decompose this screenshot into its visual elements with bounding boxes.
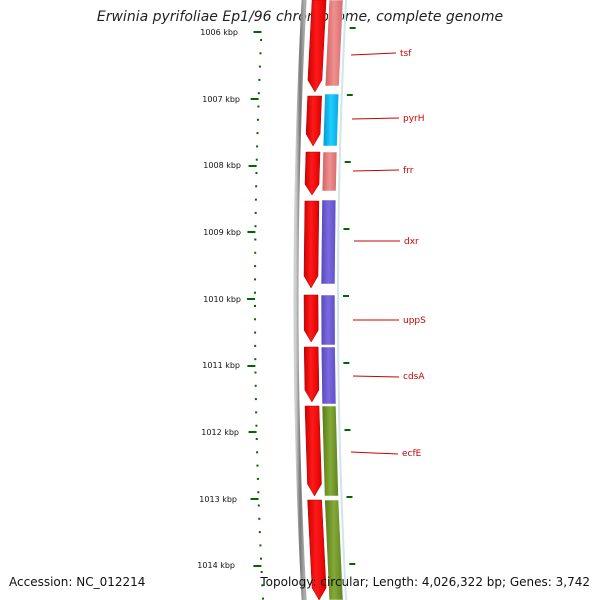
outer-strip [336, 0, 348, 600]
scale-label: 1011 kbp [202, 361, 240, 370]
minor-tick [254, 305, 257, 307]
minor-tick [255, 158, 258, 161]
minor-tick [261, 584, 264, 587]
gene-category-block [321, 151, 338, 192]
topology-text: Topology: circular; Length: 4,026,322 bp… [260, 575, 590, 589]
cds-arrow [304, 405, 322, 497]
scale-label: 1007 kbp [202, 95, 240, 104]
scale-ticks [247, 27, 356, 600]
minor-tick [256, 477, 259, 480]
minor-tick [255, 172, 258, 174]
gene-label-ecfE: ecfE [350, 449, 422, 459]
minor-tick [258, 78, 261, 81]
cds-arrow [307, 499, 327, 600]
scale-label: 1008 kbp [203, 161, 241, 170]
svg-text:dxr: dxr [404, 237, 419, 247]
minor-tick [256, 118, 259, 121]
backbone-ring [293, 0, 307, 600]
minor-tick [257, 105, 260, 108]
minor-tick [254, 291, 257, 294]
gene-category-block [324, 0, 344, 87]
accession-text: Accession: NC_012214 [9, 575, 146, 589]
minor-tick [254, 331, 257, 334]
scale-label: 1006 kbp [200, 28, 238, 37]
gene-category-track [320, 0, 348, 600]
minor-tick [260, 557, 263, 560]
minor-tick [254, 211, 257, 214]
cds-arrow [303, 200, 320, 289]
scale-label: 1009 kbp [203, 228, 241, 237]
svg-text:tsf: tsf [400, 49, 412, 59]
gene-label-dxr: dxr [354, 237, 419, 247]
cds-arrow [303, 346, 320, 403]
minor-tick [254, 265, 257, 268]
scale-label: 1010 kbp [203, 295, 241, 304]
svg-text:ecfE: ecfE [402, 449, 422, 459]
minor-tick [258, 517, 261, 520]
scale-label: 1012 kbp [201, 428, 239, 437]
gene-category-block [320, 199, 337, 285]
minor-tick [254, 358, 257, 361]
cds-arrow [307, 0, 327, 93]
cds-arrow [304, 151, 321, 196]
gene-label-tsf: tsf [350, 49, 412, 59]
minor-tick [254, 198, 257, 201]
minor-tick [254, 278, 257, 281]
gene-label-pyrH: pyrH [351, 114, 425, 124]
svg-text:pyrH: pyrH [403, 114, 425, 124]
minor-tick [254, 398, 257, 401]
minor-tick [259, 52, 262, 55]
minor-tick [254, 384, 257, 387]
minor-tick [255, 438, 258, 440]
minor-tick [256, 145, 259, 148]
map-title: Erwinia pyrifoliae Ep1/96 chromosome, co… [96, 9, 504, 25]
minor-tick [254, 225, 257, 228]
cds-arrow [305, 95, 322, 147]
minor-tick [257, 504, 260, 507]
minor-tick [255, 411, 258, 414]
gene-category-block [320, 294, 336, 346]
scale-labels: 1006 kbp 1007 kbp 1008 kbp 1009 kbp 1010… [197, 28, 241, 570]
minor-tick [262, 597, 265, 600]
gene-category-block [322, 93, 340, 147]
svg-text:frr: frr [403, 166, 414, 176]
minor-tick [254, 371, 257, 374]
minor-tick [256, 451, 259, 454]
minor-tick [259, 544, 262, 547]
minor-tick [255, 424, 258, 427]
minor-tick [256, 464, 259, 467]
minor-tick [254, 318, 257, 321]
minor-tick [260, 39, 263, 41]
gene-label-frr: frr [352, 166, 414, 176]
scale-label: 1013 kbp [199, 495, 237, 504]
minor-tick [254, 251, 257, 254]
gene-category-block [324, 499, 344, 600]
minor-tick [255, 185, 258, 188]
gene-category-block [321, 405, 339, 497]
minor-tick [254, 238, 257, 241]
cds-arrow [303, 294, 319, 343]
scale-label: 1014 kbp [197, 561, 235, 570]
minor-tick [257, 491, 260, 494]
minor-tick [258, 531, 261, 534]
minor-tick [260, 571, 263, 573]
gene-label-cdsA: cdsA [352, 372, 425, 382]
gene-label-uppS: uppS [353, 316, 426, 326]
svg-text:cdsA: cdsA [403, 372, 425, 382]
gene-category-block [320, 346, 337, 405]
minor-tick [258, 65, 261, 68]
forward-cds-track [303, 0, 327, 600]
minor-tick [254, 344, 257, 347]
minor-tick [257, 92, 260, 95]
svg-text:uppS: uppS [403, 316, 426, 326]
gene-labels: tsf pyrH frr dxr uppS cdsA [350, 49, 426, 459]
minor-tick [256, 132, 259, 135]
